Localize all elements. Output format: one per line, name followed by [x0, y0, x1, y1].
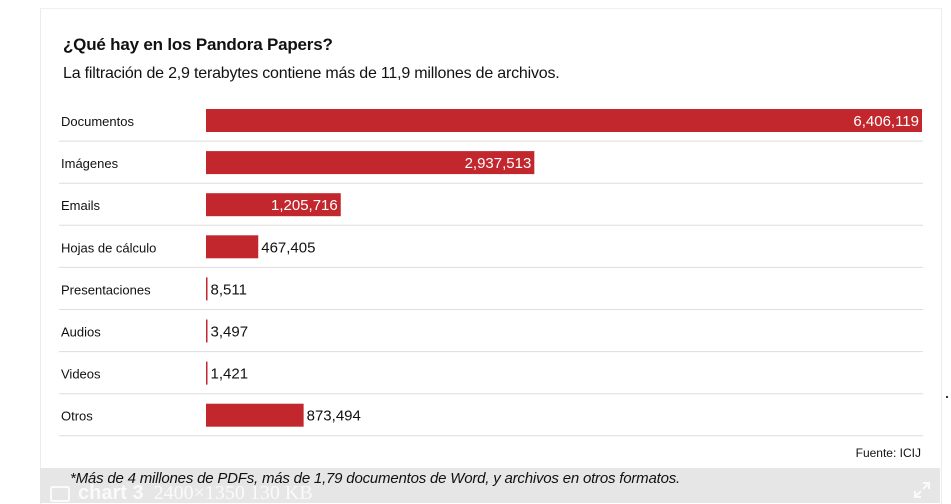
image-name: chart 3 — [78, 482, 144, 503]
value-label-emails: 1,205,716 — [271, 197, 338, 214]
image-info-overlay: chart 3 2400×1350 130 KB — [50, 482, 313, 503]
value-label-presentaciones: 8,511 — [211, 281, 247, 298]
value-label-audios: 3,497 — [211, 324, 249, 341]
bar-emails — [206, 193, 341, 217]
category-label-otros: Otros — [61, 409, 93, 424]
image-dimensions: 2400×1350 130 KB — [153, 482, 313, 503]
value-label-otros: 873,494 — [307, 408, 361, 425]
category-label-documentos: Documentos — [61, 114, 134, 129]
stray-dot — [946, 396, 948, 398]
source-note: Fuente: ICIJ — [855, 446, 921, 460]
chart-card: ¿Qué hay en los Pandora Papers? La filtr… — [40, 8, 942, 504]
category-label-videos: Videos — [61, 367, 101, 382]
category-label-hojas-de-calculo: Hojas de cálculo — [61, 240, 156, 255]
category-label-emails: Emails — [61, 198, 101, 213]
expand-icon[interactable] — [914, 482, 930, 498]
category-label-imagenes: Imágenes — [61, 156, 119, 171]
category-label-audios: Audios — [61, 325, 101, 340]
bar-presentaciones — [206, 277, 208, 301]
image-icon — [50, 485, 70, 502]
value-label-documentos: 6,406,119 — [853, 113, 919, 130]
chart-subtitle: La filtración de 2,9 terabytes contiene … — [63, 65, 560, 82]
bar-otros — [206, 403, 304, 427]
bar-documentos — [206, 109, 922, 132]
bar-imagenes — [206, 151, 535, 175]
category-label-presentaciones: Presentaciones — [61, 282, 151, 297]
value-label-videos: 1,421 — [211, 366, 249, 383]
value-label-imagenes: 2,937,513 — [465, 155, 532, 172]
bar-videos — [206, 361, 208, 385]
image-caption-bar: chart 3 2400×1350 130 KB *Más de 4 millon… — [40, 468, 940, 503]
value-label-hojas-de-calculo: 467,405 — [261, 239, 315, 256]
chart-title: ¿Qué hay en los Pandora Papers? — [63, 35, 333, 54]
bar-audios — [206, 319, 208, 343]
bar-chart: Documentos 6,406,119 Imágenes 2,937,513 Emai… — [59, 109, 923, 437]
footnote: *Más de 4 millones de PDFs, más de 1,79 … — [70, 470, 680, 487]
bar-hojas-de-calculo — [206, 235, 259, 259]
